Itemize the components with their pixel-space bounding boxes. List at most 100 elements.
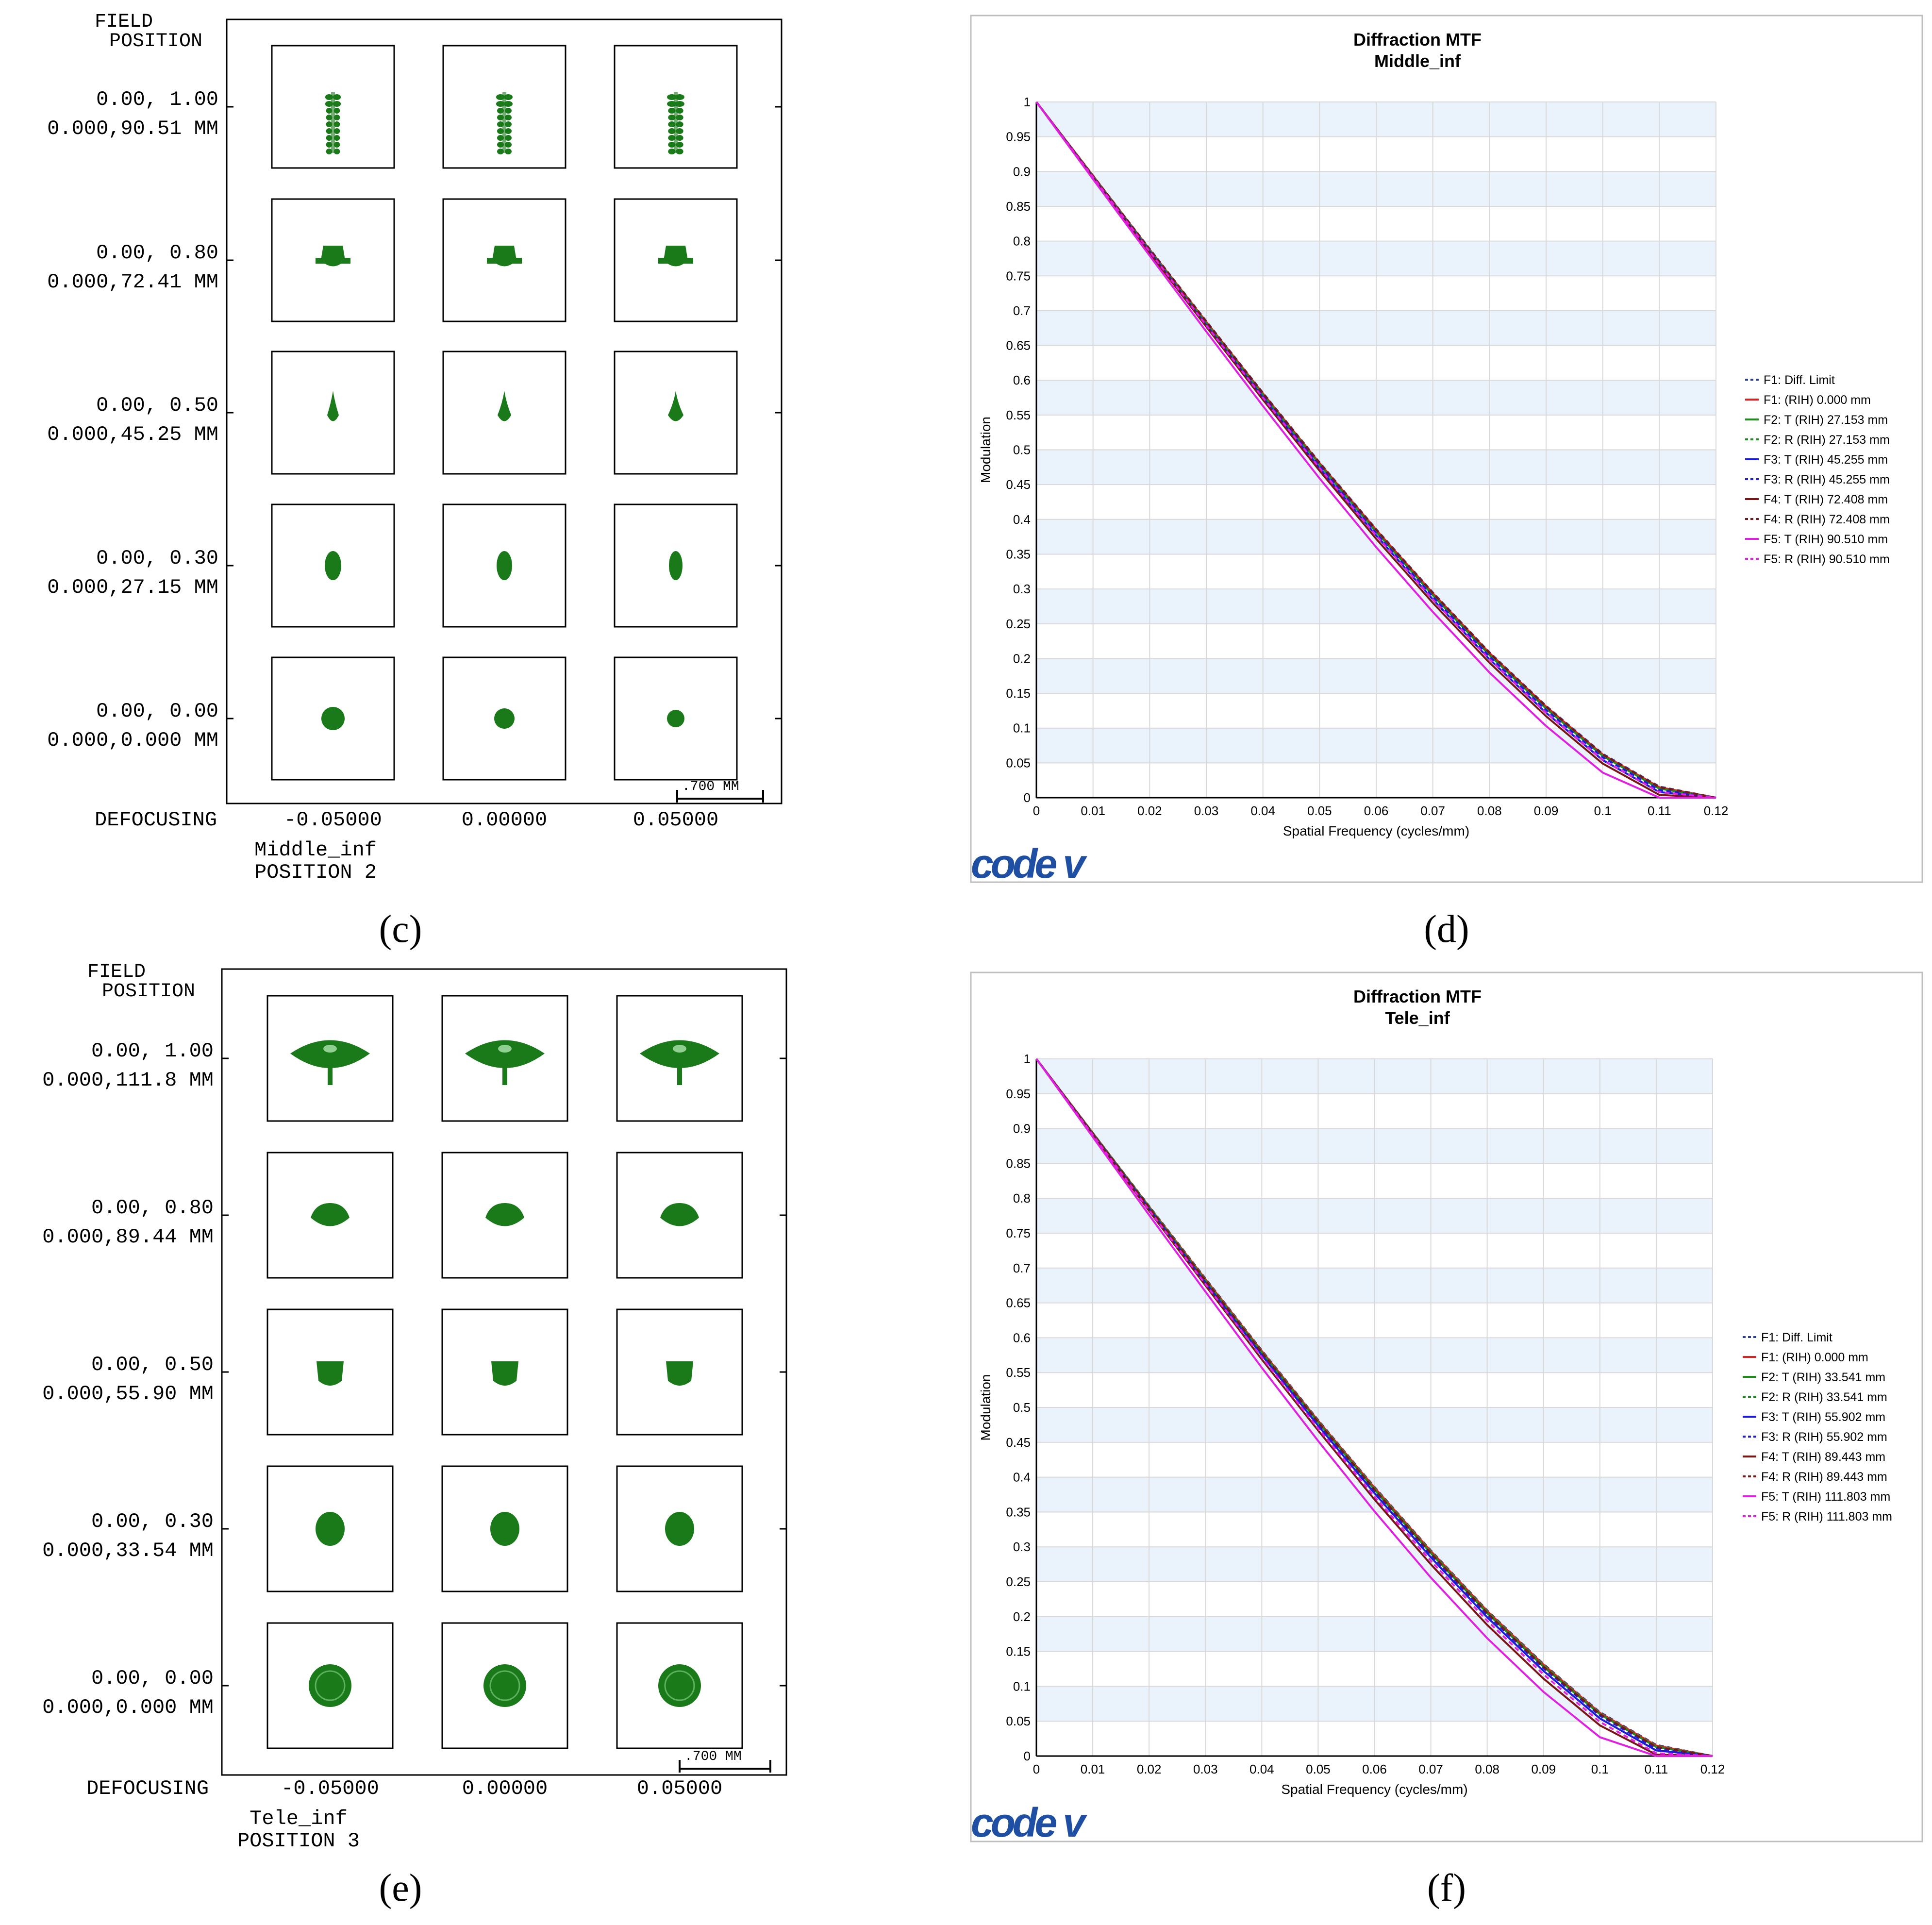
spot-pattern [665, 1512, 694, 1546]
spot-pattern [674, 92, 678, 153]
spot-pattern [505, 121, 512, 127]
spot-pattern [668, 108, 676, 114]
plot-frame [226, 18, 783, 804]
field-row-label: 0.00, 0.50 [91, 1353, 214, 1376]
spot-pattern [673, 1045, 686, 1053]
spot-pattern [676, 121, 683, 127]
spot-pattern [505, 115, 512, 120]
spot-pattern [676, 128, 683, 134]
y-tick-label: 0.25 [1006, 1574, 1031, 1589]
spot-pattern [668, 115, 676, 120]
spot-pattern [505, 108, 512, 114]
field-row-label: 0.00, 0.80 [91, 1196, 214, 1220]
zoom-position: POSITION 2 [254, 861, 377, 884]
spot-pattern [315, 1670, 346, 1701]
y-tick-label: 0.2 [1013, 1609, 1031, 1624]
spot-pattern [505, 149, 512, 154]
x-tick-label: 0.12 [1700, 1762, 1725, 1776]
field-header-line2: POSITION [109, 31, 202, 52]
spot-pattern [497, 115, 504, 120]
spot-pattern [328, 1066, 333, 1085]
field-row-height: 0.000,90.51 MM [47, 117, 218, 140]
spot-pattern [489, 1670, 520, 1701]
x-tick-label: 0.06 [1364, 803, 1389, 818]
y-tick-label: 0.4 [1013, 512, 1031, 527]
y-tick-label: 0.95 [1006, 1087, 1031, 1101]
spot-pattern [325, 551, 341, 580]
spot-pattern [676, 115, 683, 120]
spot-pattern [664, 1670, 695, 1701]
spot-box [442, 503, 566, 628]
scale-bar-label: .700 MM [684, 1749, 742, 1764]
legend-entry: F1: Diff. Limit [1761, 1331, 1832, 1344]
spot-pattern [491, 1361, 518, 1386]
spot-pattern [667, 710, 684, 727]
mtf-series-line [1035, 101, 1716, 799]
x-tick-label: 0 [1033, 1762, 1040, 1776]
field-header-line1: FIELD [95, 11, 153, 33]
y-tick-label: 0.7 [1013, 1261, 1031, 1275]
field-row-height: 0.000,72.41 MM [47, 270, 218, 294]
y-tick-label: 0.35 [1006, 547, 1031, 561]
spot-pattern [331, 92, 335, 153]
x-tick-label: 0.08 [1477, 803, 1502, 818]
field-row-height: 0.000,45.25 MM [47, 423, 218, 446]
field-row-label: 0.00, 0.00 [96, 700, 218, 723]
configuration-name: Tele_inf [250, 1807, 348, 1830]
chart-subtitle: Tele_inf [1385, 1008, 1450, 1028]
legend-entry: F3: T (RIH) 45.255 mm [1764, 453, 1888, 467]
x-tick-label: 0.01 [1081, 1762, 1105, 1776]
y-tick-label: 0.65 [1006, 338, 1031, 353]
y-tick-label: 0.75 [1006, 268, 1031, 283]
field-header-line1: FIELD [87, 961, 146, 983]
legend-entry: F3: R (RIH) 45.255 mm [1764, 473, 1890, 486]
x-tick-label: 0.11 [1648, 803, 1671, 818]
x-axis-label: Spatial Frequency (cycles/mm) [1283, 823, 1469, 838]
spot-pattern [668, 142, 676, 148]
y-tick-label: 0.75 [1006, 1226, 1031, 1240]
chart-subtitle: Middle_inf [1374, 51, 1461, 71]
spot-pattern [668, 135, 676, 141]
spot-pattern [497, 135, 504, 141]
spot-pattern [333, 115, 340, 120]
x-tick-label: 0.01 [1081, 803, 1105, 818]
spot-pattern [326, 142, 333, 148]
y-tick-label: 0.6 [1013, 1330, 1031, 1345]
spot-pattern [505, 128, 512, 134]
x-tick-label: 0.11 [1645, 1762, 1668, 1776]
y-tick-label: 0.95 [1006, 130, 1031, 144]
panel-caption: (e) [379, 1867, 422, 1909]
spot-pattern [321, 707, 345, 730]
field-row-label: 0.00, 0.30 [96, 547, 218, 570]
spot-pattern [465, 1040, 545, 1068]
legend-entry: F4: T (RIH) 72.408 mm [1764, 493, 1888, 506]
y-tick-label: 1 [1024, 1052, 1031, 1066]
spot-pattern [498, 391, 511, 421]
spot-pattern [505, 142, 512, 148]
x-tick-label: 0.05 [1307, 803, 1332, 818]
spot-pattern [497, 108, 504, 114]
y-tick-label: 0.45 [1006, 1435, 1031, 1450]
y-tick-label: 0.85 [1006, 1156, 1031, 1171]
legend-entry: F3: R (RIH) 55.902 mm [1761, 1430, 1887, 1444]
legend-entry: F5: R (RIH) 90.510 mm [1764, 552, 1890, 566]
x-tick-label: 0.02 [1137, 1762, 1162, 1776]
y-tick-label: 0.05 [1006, 755, 1031, 770]
chart-title: Diffraction MTF [1353, 30, 1482, 50]
defocus-value: 0.05000 [637, 1777, 722, 1800]
legend-entry: F1: (RIH) 0.000 mm [1761, 1351, 1868, 1364]
field-header-line2: POSITION [102, 981, 195, 1003]
field-row-label: 0.00, 0.50 [96, 394, 218, 417]
x-tick-label: 0.07 [1418, 1762, 1443, 1776]
legend-entry: F2: T (RIH) 33.541 mm [1761, 1371, 1885, 1384]
x-tick-label: 0.02 [1137, 803, 1162, 818]
spot-pattern [502, 92, 506, 153]
y-tick-label: 0.1 [1013, 721, 1031, 736]
mtf-series-line [1035, 1058, 1713, 1757]
spot-pattern [668, 121, 676, 127]
x-tick-label: 0.1 [1594, 803, 1612, 818]
y-tick-label: 0.65 [1006, 1296, 1031, 1310]
y-tick-label: 0.45 [1006, 477, 1031, 492]
spot-pattern [497, 128, 504, 134]
